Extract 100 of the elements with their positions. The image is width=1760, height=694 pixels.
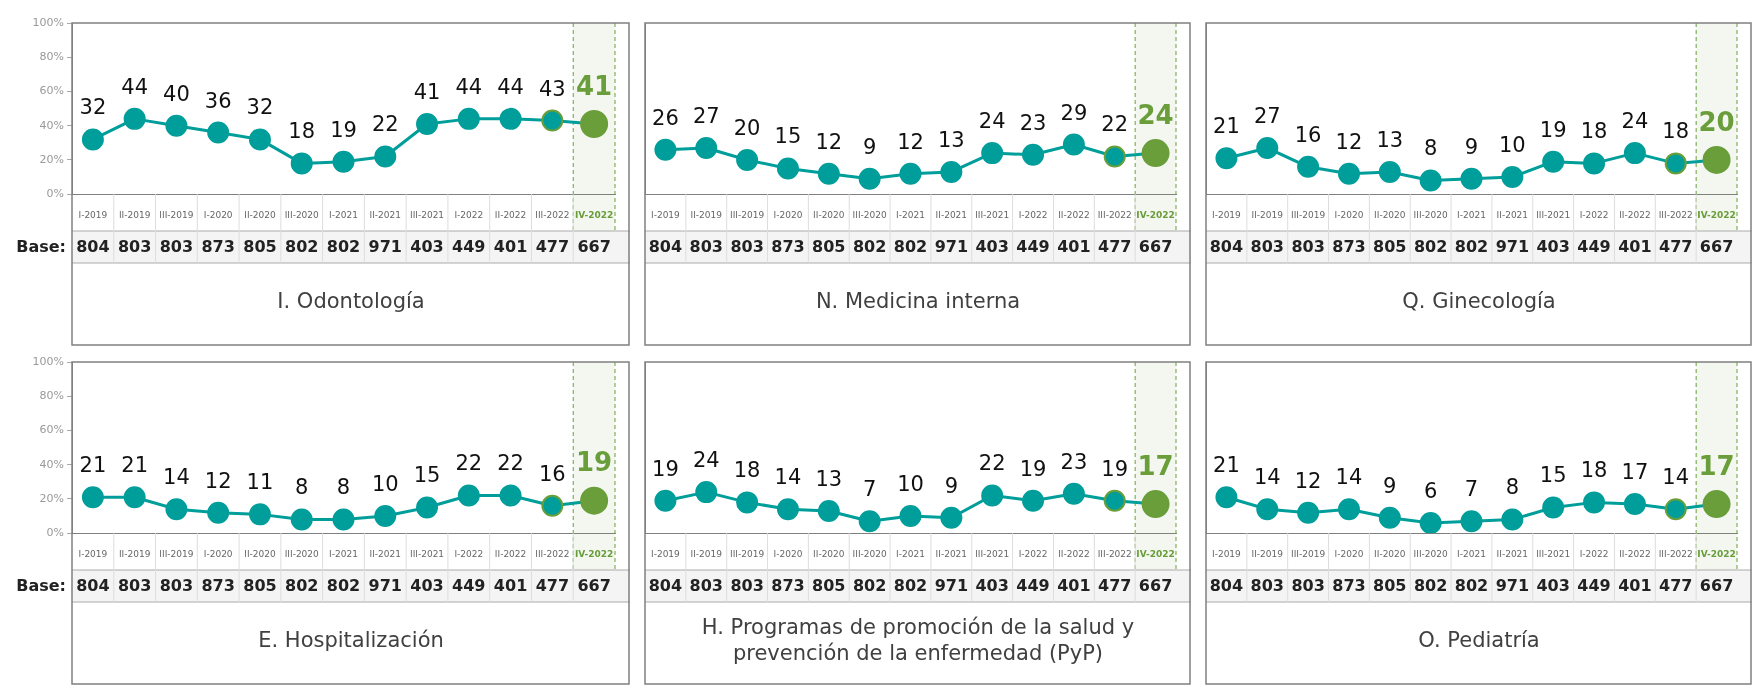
x-tick-label: III-2020 xyxy=(1413,548,1448,559)
data-label: 9 xyxy=(1464,134,1479,159)
point xyxy=(1583,152,1606,175)
point xyxy=(123,107,146,130)
point xyxy=(1664,498,1687,521)
x-tick-label: III-2021 xyxy=(1536,548,1571,559)
x-tick-label: I-2021 xyxy=(896,209,925,220)
x-tick-label: III-2021 xyxy=(1536,209,1571,220)
point xyxy=(940,506,963,529)
x-tick-label: II-2020 xyxy=(813,548,845,559)
x-tick-label: III-2021 xyxy=(975,548,1010,559)
text: N. Medicina interna xyxy=(815,289,1021,314)
point xyxy=(695,481,718,504)
point xyxy=(1664,152,1687,175)
text: 477 xyxy=(535,576,570,596)
data-label: 18 xyxy=(288,119,316,144)
x-tick-label: I-2022 xyxy=(454,548,484,559)
data-label: 44 xyxy=(121,74,149,99)
x-tick-label: II-2021 xyxy=(369,548,401,559)
point xyxy=(1062,482,1085,505)
data-label: 13 xyxy=(815,466,843,491)
data-label: 7 xyxy=(862,477,877,502)
data-label: 15 xyxy=(413,463,441,488)
text: 401 xyxy=(493,576,528,596)
x-tick-label: IV-2022 xyxy=(1697,548,1736,559)
data-label: 9 xyxy=(944,473,959,498)
point xyxy=(736,491,759,514)
x-tick-label: II-2020 xyxy=(813,209,845,220)
data-label: 9 xyxy=(862,134,877,159)
text: 971 xyxy=(934,237,969,257)
text: 449 xyxy=(1577,237,1611,257)
text: 805 xyxy=(243,237,277,257)
x-tick-label: II-2021 xyxy=(1496,548,1529,559)
data-label: 16 xyxy=(538,461,566,486)
point xyxy=(1542,496,1565,519)
point xyxy=(165,114,188,137)
data-label: 15 xyxy=(774,124,802,149)
point xyxy=(207,501,230,524)
data-label: 17 xyxy=(1698,450,1735,481)
point xyxy=(1419,511,1442,534)
x-tick-label: I-2019 xyxy=(78,548,108,559)
data-label: 8 xyxy=(336,475,351,500)
point xyxy=(541,109,564,132)
point xyxy=(1460,510,1483,533)
x-tick-label: III-2019 xyxy=(730,548,765,559)
point xyxy=(981,484,1004,507)
data-label: 36 xyxy=(204,88,232,113)
x-tick-label: I-2020 xyxy=(773,548,803,559)
text: 802 xyxy=(1454,576,1489,596)
x-tick-label: I-2021 xyxy=(1457,209,1486,220)
text: 802 xyxy=(852,237,887,257)
point xyxy=(81,128,104,151)
point xyxy=(1460,167,1483,190)
x-tick-label: I-2022 xyxy=(1579,209,1609,220)
x-tick-label: II-2022 xyxy=(1619,209,1651,220)
point xyxy=(290,152,313,175)
data-label: 21 xyxy=(1213,114,1240,139)
point xyxy=(1501,508,1524,531)
point xyxy=(899,505,922,528)
data-label: 22 xyxy=(455,451,483,476)
point xyxy=(1623,493,1646,516)
point xyxy=(457,484,480,507)
text: 803 xyxy=(1291,237,1325,257)
data-label: 18 xyxy=(1662,119,1690,144)
point xyxy=(858,510,881,533)
data-label: 32 xyxy=(246,95,274,120)
x-tick-label: I-2020 xyxy=(203,209,233,220)
data-label: 24 xyxy=(978,109,1006,134)
text: 403 xyxy=(1536,237,1570,257)
data-label: 6 xyxy=(1423,478,1438,503)
x-tick-label: IV-2022 xyxy=(1136,209,1175,220)
text: 802 xyxy=(1454,237,1489,257)
y-tick-label: 60% xyxy=(39,84,64,98)
text: 873 xyxy=(771,576,805,596)
x-tick-label: II-2021 xyxy=(935,209,968,220)
text: 805 xyxy=(812,576,846,596)
text: 971 xyxy=(1495,237,1530,257)
x-tick-label: III-2022 xyxy=(1097,548,1132,559)
text: 804 xyxy=(76,576,110,596)
point xyxy=(695,136,718,159)
data-label: 20 xyxy=(733,115,761,140)
data-label: 17 xyxy=(1137,450,1174,481)
data-label: 41 xyxy=(576,70,613,101)
data-label: 14 xyxy=(163,465,190,490)
point xyxy=(1062,133,1085,156)
point xyxy=(1297,155,1320,178)
x-tick-label: III-2019 xyxy=(1291,548,1326,559)
point xyxy=(374,505,397,528)
text: 449 xyxy=(1016,576,1050,596)
data-label: 24 xyxy=(1621,109,1649,134)
x-tick-label: II-2020 xyxy=(1374,548,1406,559)
point xyxy=(1378,160,1401,183)
y-tick-label: 40% xyxy=(39,457,64,471)
data-label: 44 xyxy=(497,74,524,99)
point xyxy=(1378,506,1401,529)
text: 403 xyxy=(410,576,444,596)
text: 667 xyxy=(1699,576,1734,596)
data-label: 14 xyxy=(774,465,802,490)
point xyxy=(123,486,146,509)
x-tick-label: II-2019 xyxy=(690,548,723,559)
